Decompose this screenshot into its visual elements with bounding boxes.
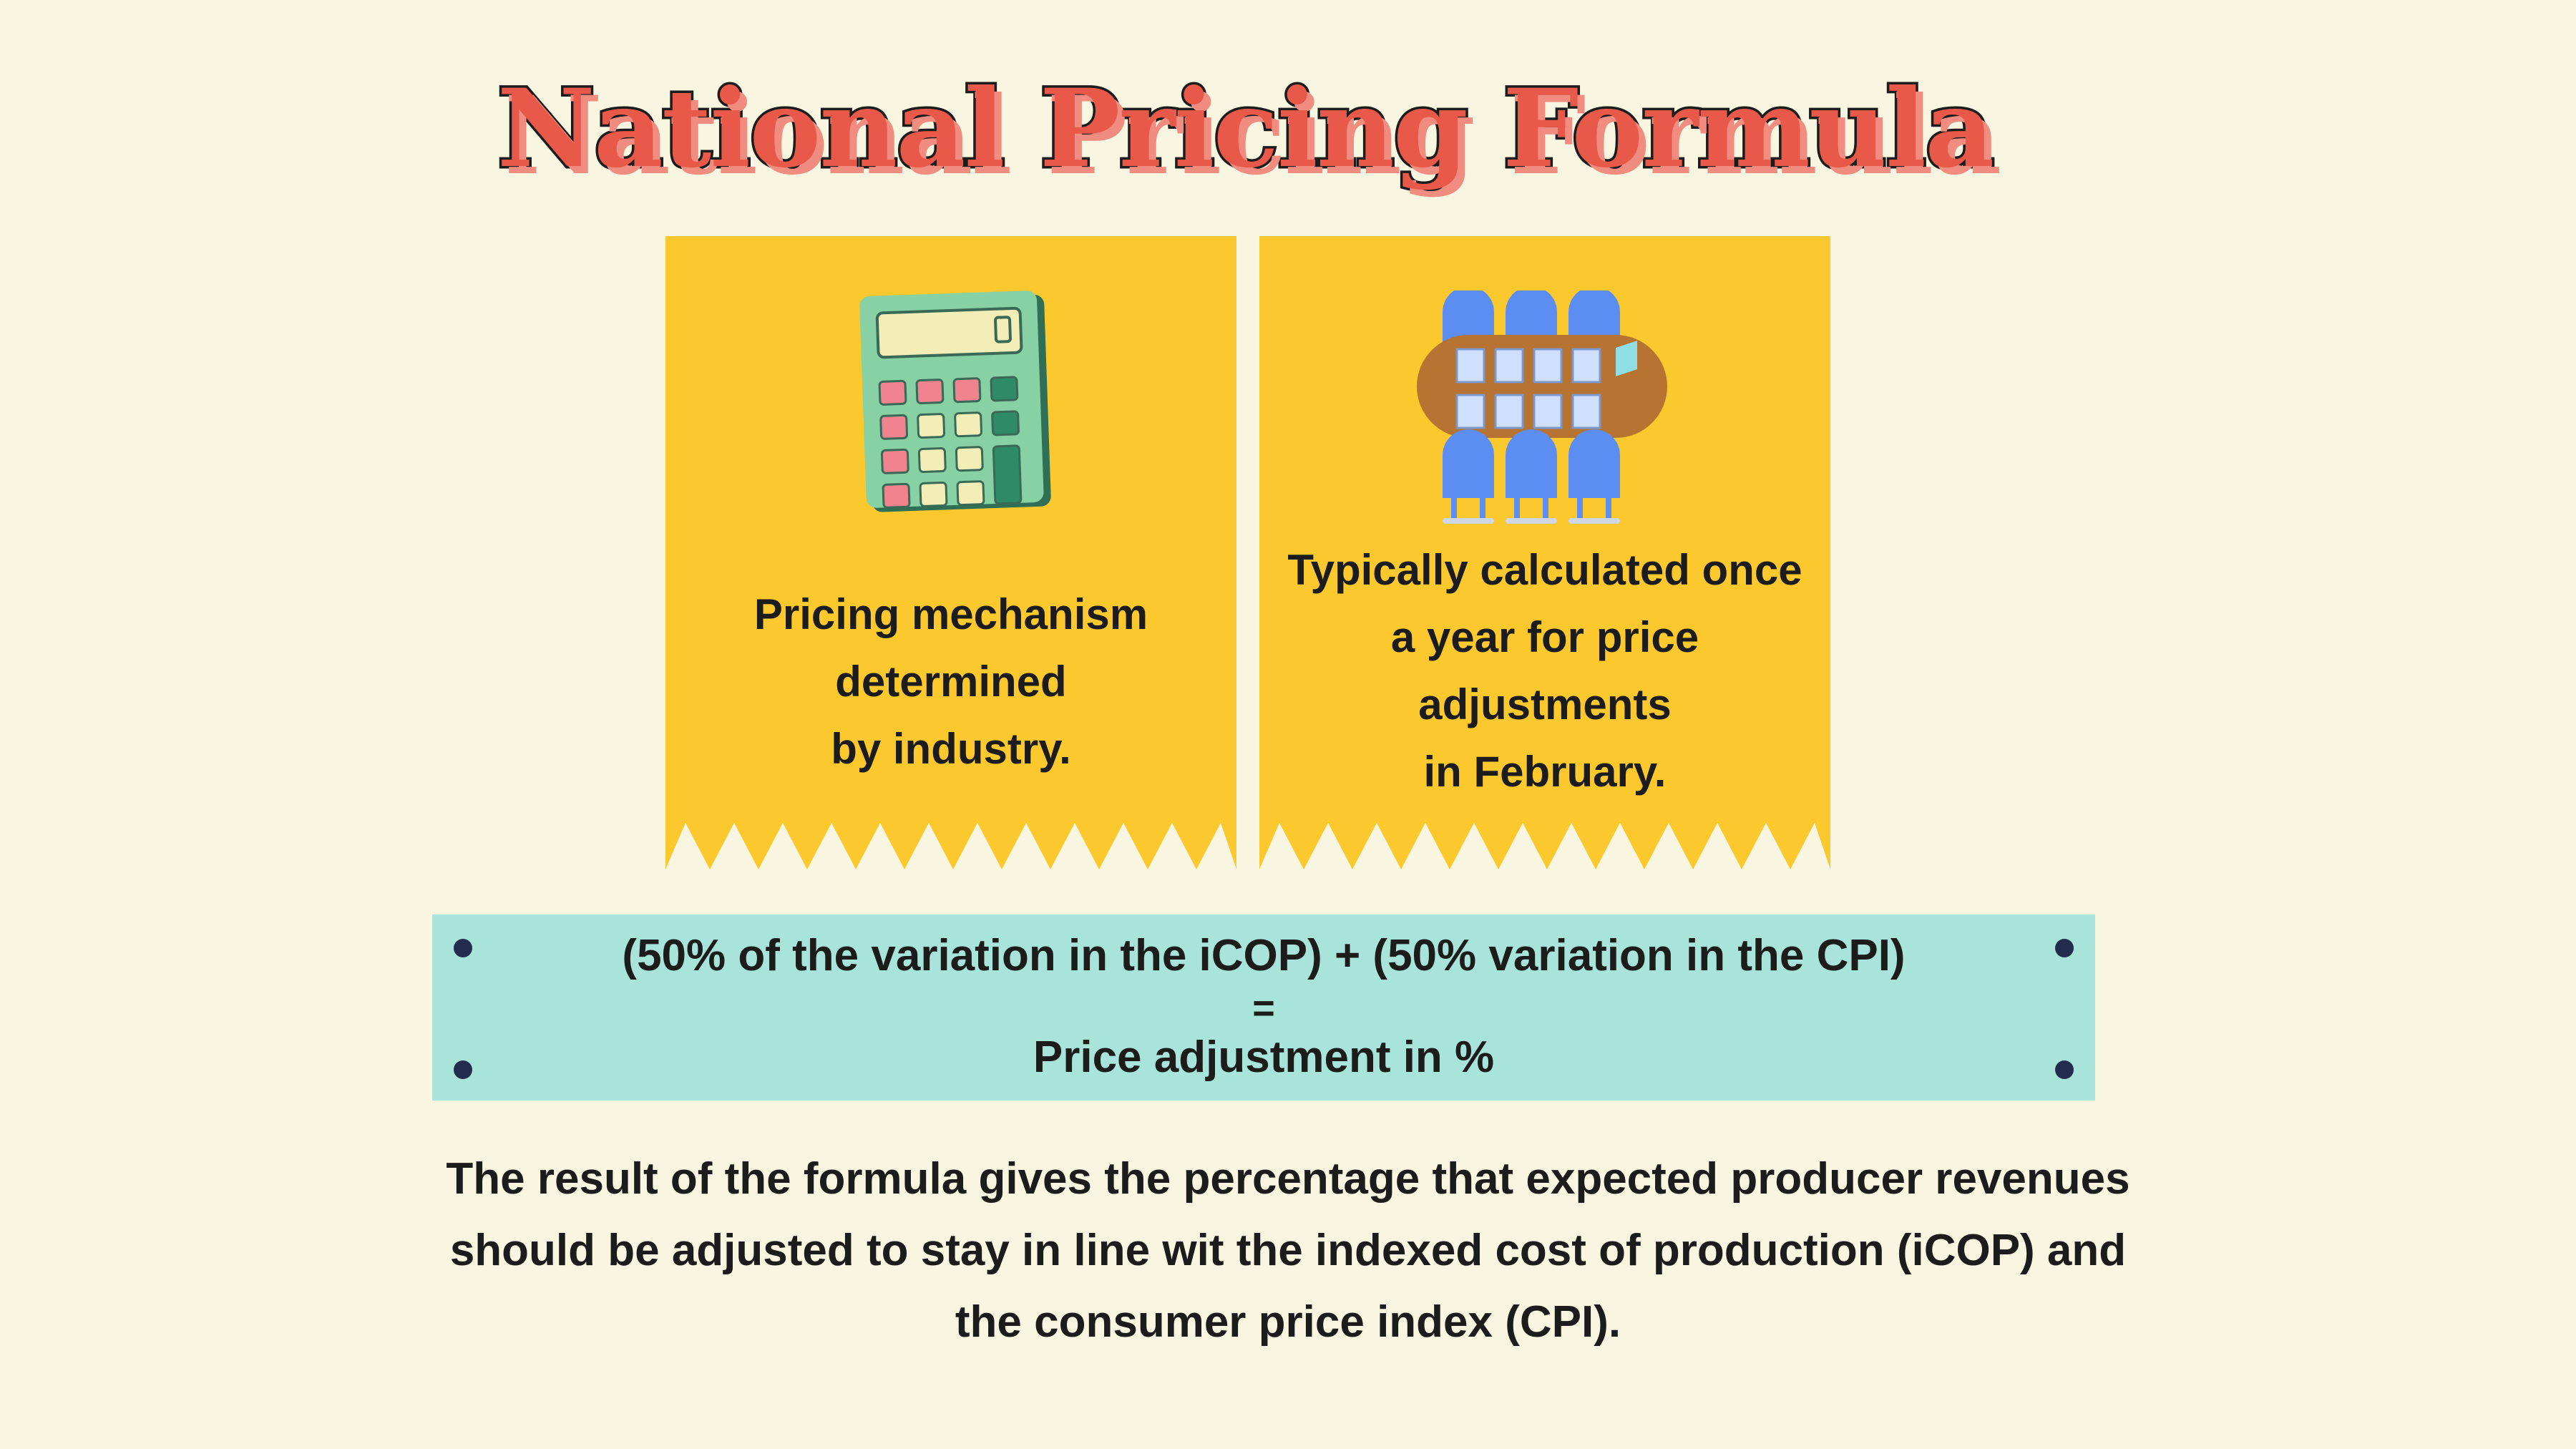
info-card-annual-calculation: Typically calculated once a year for pri… xyxy=(1259,236,1830,869)
meeting-table-icon xyxy=(1417,291,1667,524)
formula-expression: (50% of the variation in the iCOP) + (50… xyxy=(622,931,1906,980)
card-text: Typically calculated once a year for pri… xyxy=(1287,546,1802,796)
page-title: National Pricing Formula xyxy=(494,64,1997,195)
formula-box: (50% of the variation in the iCOP) + (50… xyxy=(432,914,2095,1101)
info-card-pricing-mechanism: Pricing mechanism determined by industry… xyxy=(665,236,1236,869)
card-text: Pricing mechanism determined by industry… xyxy=(753,590,1148,773)
formula-result: Price adjustment in % xyxy=(1033,1033,1495,1082)
explanation-text: The result of the formula gives the perc… xyxy=(446,1154,2130,1347)
formula-equals: = xyxy=(1252,987,1275,1030)
bullet-dot xyxy=(454,1060,472,1079)
calculator-icon xyxy=(859,291,1051,512)
bullet-dot xyxy=(2055,939,2074,957)
card-background xyxy=(1259,236,1830,869)
bullet-dot xyxy=(2055,1060,2074,1079)
card-background xyxy=(665,236,1236,869)
bullet-dot xyxy=(454,939,472,957)
